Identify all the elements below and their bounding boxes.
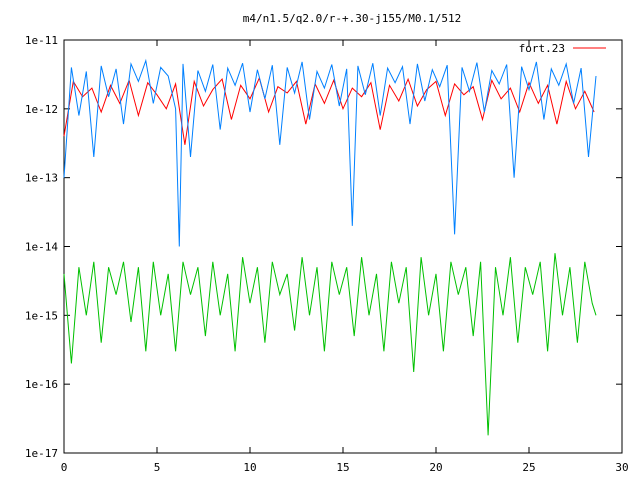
series-line-1 [63, 76, 595, 145]
y-tick-label: 1e-11 [25, 34, 58, 47]
legend-label: fort.23 [519, 42, 565, 55]
x-tick-label: 10 [243, 461, 256, 474]
plot-frame [63, 39, 623, 454]
y-tick-label: 1e-15 [25, 309, 58, 322]
y-axis: 1e-17 1e-16 1e-15 1e-14 1e-13 1e-12 1e-11 [25, 34, 622, 460]
y-tick-label: 1e-17 [25, 447, 58, 460]
x-tick-label: 30 [615, 461, 628, 474]
x-tick-label: 5 [154, 461, 161, 474]
legend: fort.23 [519, 42, 606, 55]
x-tick-label: 25 [522, 461, 535, 474]
series-line-2 [63, 58, 597, 247]
x-axis: 0 5 10 15 20 25 30 [61, 40, 629, 474]
series-layer [63, 58, 597, 436]
y-tick-label: 1e-12 [25, 103, 58, 116]
chart-title: m4/n1.5/q2.0/r-+.30-j155/M0.1/512 [243, 12, 462, 25]
series-line-3 [63, 253, 597, 436]
x-tick-label: 20 [429, 461, 442, 474]
y-tick-label: 1e-16 [25, 378, 58, 391]
x-tick-label: 0 [61, 461, 68, 474]
x-tick-label: 15 [336, 461, 349, 474]
y-tick-label: 1e-13 [25, 172, 58, 185]
y-tick-label: 1e-14 [25, 241, 58, 254]
